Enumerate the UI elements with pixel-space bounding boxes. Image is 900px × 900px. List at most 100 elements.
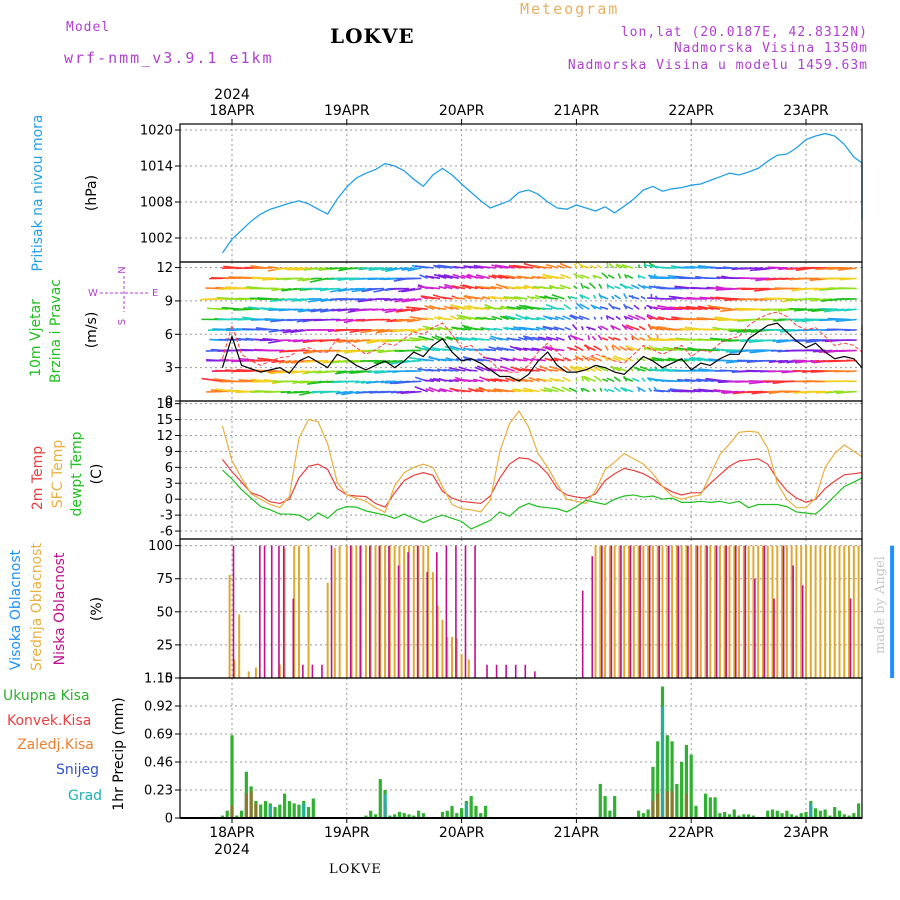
wind-arrow <box>326 267 347 270</box>
wind-arrow <box>614 294 621 300</box>
mid-cloud-bar <box>326 582 329 678</box>
wind-arrow <box>599 387 603 392</box>
wind-arrow <box>610 365 621 372</box>
wind-arrow <box>612 344 621 352</box>
y-tick-label: 0 <box>165 493 173 508</box>
low-cloud-bar <box>378 545 381 678</box>
low-cloud-bar <box>426 572 429 678</box>
wind-arrow <box>494 264 515 269</box>
mid-cloud-bar <box>809 545 812 678</box>
wind-arrow <box>460 274 472 280</box>
wind-arrow <box>543 389 553 393</box>
wind-arrows <box>200 261 857 396</box>
wind-arrow <box>562 365 572 372</box>
low-cloud-bar <box>282 545 285 678</box>
wind-arrow <box>654 347 671 352</box>
wind-arrow <box>533 265 553 269</box>
low-cloud-bar <box>687 545 689 678</box>
low-cloud-bar <box>388 545 390 678</box>
wind-arrow <box>443 273 459 280</box>
wind-arrow <box>499 315 509 321</box>
wind-arrow <box>471 317 484 321</box>
precip-total-bar <box>273 807 277 818</box>
y-tick-label: 12 <box>156 429 173 444</box>
wind-arrow <box>844 329 857 332</box>
wind-arrow <box>613 386 621 393</box>
compass-s: S <box>117 319 128 325</box>
grid-layer <box>180 124 862 819</box>
wind-arrow <box>600 316 603 320</box>
wind-arrow <box>608 262 615 269</box>
wind-arrow <box>320 390 341 394</box>
mid-cloud-bar <box>451 636 454 678</box>
low-cloud-bar <box>330 545 333 678</box>
wind-arrow <box>835 390 857 394</box>
wind-arrow <box>457 316 466 321</box>
wind-arrow <box>581 355 590 362</box>
wind-arrow <box>539 295 559 300</box>
wind-arrow <box>546 368 559 372</box>
low-cloud-bar <box>658 545 661 678</box>
wind-arrow <box>698 388 720 393</box>
precip-total-bar <box>670 741 674 818</box>
wind-arrow <box>437 368 447 372</box>
wind-arrow <box>679 389 702 393</box>
wind-arrow <box>521 368 540 372</box>
wind-arrow <box>593 316 597 320</box>
wind-speed-line <box>221 322 863 382</box>
wind-arrow <box>390 359 410 365</box>
precip-total-bar <box>407 814 411 818</box>
precip-total-bar <box>675 783 679 818</box>
wind-arrow <box>507 286 521 290</box>
wind-arrow <box>722 390 745 395</box>
wind-arrow <box>570 295 578 300</box>
wind-arrow <box>614 285 621 290</box>
mid-cloud-bar <box>355 545 358 678</box>
wind-arrow <box>553 357 565 362</box>
precip-total-bar <box>598 783 602 818</box>
wind-arrow <box>551 307 565 310</box>
wind-arrow <box>463 295 472 300</box>
day-label-top: 20APR <box>439 103 485 119</box>
precip-conv-bar <box>656 793 660 818</box>
wind-arrow <box>575 365 590 372</box>
low-cloud-bar <box>715 545 718 678</box>
wind-arrow <box>262 337 279 341</box>
low-cloud-bar <box>773 598 775 678</box>
wind-arrow <box>243 307 260 310</box>
mid-cloud-bar <box>297 545 300 678</box>
wind-arrow <box>512 358 528 362</box>
wind-arrow <box>500 365 515 372</box>
wind-arrow <box>769 359 789 363</box>
wind-arrow <box>257 357 279 362</box>
wind-arrow <box>679 328 696 331</box>
mid-cloud-bar <box>467 659 470 678</box>
wind-arrow <box>320 370 341 374</box>
wind-arrow <box>719 369 739 372</box>
wind-ylabel-2: Brzina i Pravac <box>48 279 64 383</box>
low-cloud-ylabel: Niska Oblacnost <box>52 552 68 665</box>
low-cloud-bar <box>849 598 852 678</box>
wind-arrow <box>555 378 565 383</box>
wind-arrow <box>642 285 652 290</box>
wind-arrow <box>386 359 403 364</box>
wind-arrow <box>631 377 640 383</box>
low-cloud-bar <box>321 664 323 678</box>
year-label-bottom: 2024 <box>214 842 250 858</box>
wind-arrow <box>439 387 453 393</box>
wind-arrow <box>405 298 416 301</box>
wind-arrow <box>539 388 547 393</box>
low-cloud-bar <box>677 545 680 678</box>
wind-arrow <box>372 308 385 311</box>
wind-arrow <box>674 286 689 290</box>
low-cloud-bar <box>514 664 517 678</box>
mid-cloud-bar <box>785 545 788 678</box>
precip-total-bar <box>259 804 263 818</box>
wind-arrow <box>523 335 540 341</box>
wind-arrow <box>444 283 459 290</box>
precip-graupel-bar <box>302 803 306 818</box>
wind-arrow <box>398 287 416 293</box>
y-tick-label: 0 <box>165 672 173 687</box>
wind-arrow <box>296 370 310 374</box>
precip-total-bar <box>311 798 315 818</box>
